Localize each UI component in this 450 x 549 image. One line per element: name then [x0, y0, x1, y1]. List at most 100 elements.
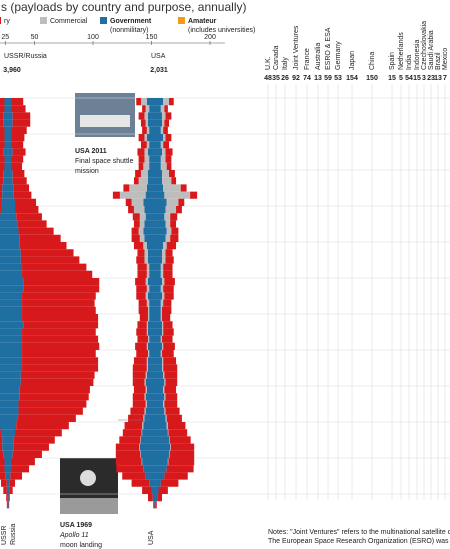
- bar-segment: [149, 314, 161, 322]
- country-label: USA: [151, 53, 166, 60]
- bar-segment: [0, 436, 55, 444]
- bar-segment: [119, 436, 191, 444]
- bar-segment: [146, 184, 164, 192]
- bar-segment: [22, 342, 100, 350]
- bar-segment: [6, 494, 10, 502]
- annotation-text: Apollo 11: [59, 532, 89, 539]
- country-total: 3,960: [3, 67, 21, 74]
- bar-segment: [142, 126, 168, 134]
- bar-segment: [149, 270, 161, 278]
- bar-segment: [22, 357, 99, 365]
- bar-segment: [147, 119, 163, 127]
- bar-segment: [0, 249, 21, 257]
- bar-segment: [4, 105, 12, 113]
- bar-segment: [5, 472, 11, 480]
- bar-segment: [0, 400, 19, 408]
- bar-segment: [0, 472, 23, 480]
- bar-segment: [2, 184, 14, 192]
- bar-segment: [2, 436, 14, 444]
- bar-segment: [146, 270, 164, 278]
- legend-swatch: [40, 17, 47, 24]
- bar-segment: [139, 443, 171, 451]
- bar-segment: [149, 285, 161, 293]
- bar-segment: [0, 335, 23, 343]
- bar-segment: [0, 206, 39, 214]
- bar-segment: [139, 213, 171, 221]
- bar-segment: [143, 242, 167, 250]
- bar-segment: [145, 278, 165, 286]
- legend-swatch: [0, 17, 1, 24]
- bar-segment: [22, 270, 93, 278]
- bar-segment: [149, 335, 161, 343]
- bar-segment: [22, 335, 99, 343]
- bar-segment: [133, 177, 177, 185]
- bar-segment: [116, 465, 194, 473]
- bar-segment: [144, 206, 166, 214]
- bar-segment: [20, 256, 80, 264]
- country-label: U.K.: [265, 56, 272, 70]
- bar-segment: [0, 465, 30, 473]
- bar-segment: [137, 148, 173, 156]
- bar-segment: [146, 299, 164, 307]
- bar-segment: [18, 407, 83, 415]
- bar-segment: [0, 371, 21, 379]
- x-tick-label: 200: [204, 34, 216, 41]
- bar-segment: [138, 299, 172, 307]
- bar-segment: [147, 342, 163, 350]
- bar-segment: [2, 443, 14, 451]
- bar-segment: [151, 486, 159, 494]
- country-label: Italy: [282, 57, 289, 70]
- bar-segment: [143, 198, 167, 206]
- bar-segment: [145, 407, 165, 415]
- bar-segment: [142, 458, 168, 466]
- bar-segment: [132, 393, 178, 401]
- bar-segment: [23, 321, 99, 329]
- bar-segment: [20, 249, 74, 257]
- bar-segment: [22, 263, 87, 271]
- x-tick-label: 50: [31, 34, 39, 41]
- bar-segment: [6, 486, 10, 494]
- bar-segment: [140, 170, 170, 178]
- legend-label: Commercial: [50, 18, 88, 25]
- bar-segment: [131, 479, 179, 487]
- bar-segment: [20, 371, 95, 379]
- country-total: 23: [427, 75, 435, 82]
- bar-segment: [138, 162, 172, 170]
- bar-segment: [22, 306, 96, 314]
- country-bottom-label: USSR: [1, 526, 8, 545]
- bar-segment: [17, 414, 76, 422]
- bar-segment: [124, 422, 186, 430]
- shuttle-shape: [80, 115, 130, 127]
- bar-segment: [0, 350, 23, 358]
- bar-segment: [3, 486, 13, 494]
- bar-segment: [0, 220, 18, 228]
- bar-segment: [145, 213, 165, 221]
- bar-segment: [149, 141, 161, 149]
- astronaut: [80, 470, 96, 486]
- bar-segment: [0, 458, 35, 466]
- bar-segment: [133, 357, 177, 365]
- bar-segment: [146, 386, 164, 394]
- bar-segment: [19, 234, 61, 242]
- bar-segment: [0, 378, 21, 386]
- bar-segment: [145, 191, 165, 199]
- bar-segment: [146, 263, 164, 271]
- country-label: Brazil: [435, 52, 442, 70]
- bar-segment: [0, 184, 30, 192]
- bar-segment: [125, 198, 185, 206]
- bar-segment: [137, 321, 173, 329]
- bar-segment: [145, 292, 165, 300]
- bar-segment: [115, 450, 195, 458]
- bar-segment: [143, 162, 167, 170]
- bar-segment: [143, 227, 167, 235]
- bar-segment: [136, 328, 174, 336]
- bar-segment: [142, 486, 168, 494]
- bar-segment: [0, 285, 24, 293]
- bar-segment: [152, 494, 158, 502]
- bar-segment: [147, 328, 163, 336]
- bar-segment: [133, 206, 177, 214]
- country-label: Australia: [315, 43, 322, 70]
- bar-segment: [0, 234, 20, 242]
- bar-segment: [0, 292, 23, 300]
- bar-segment: [122, 472, 188, 480]
